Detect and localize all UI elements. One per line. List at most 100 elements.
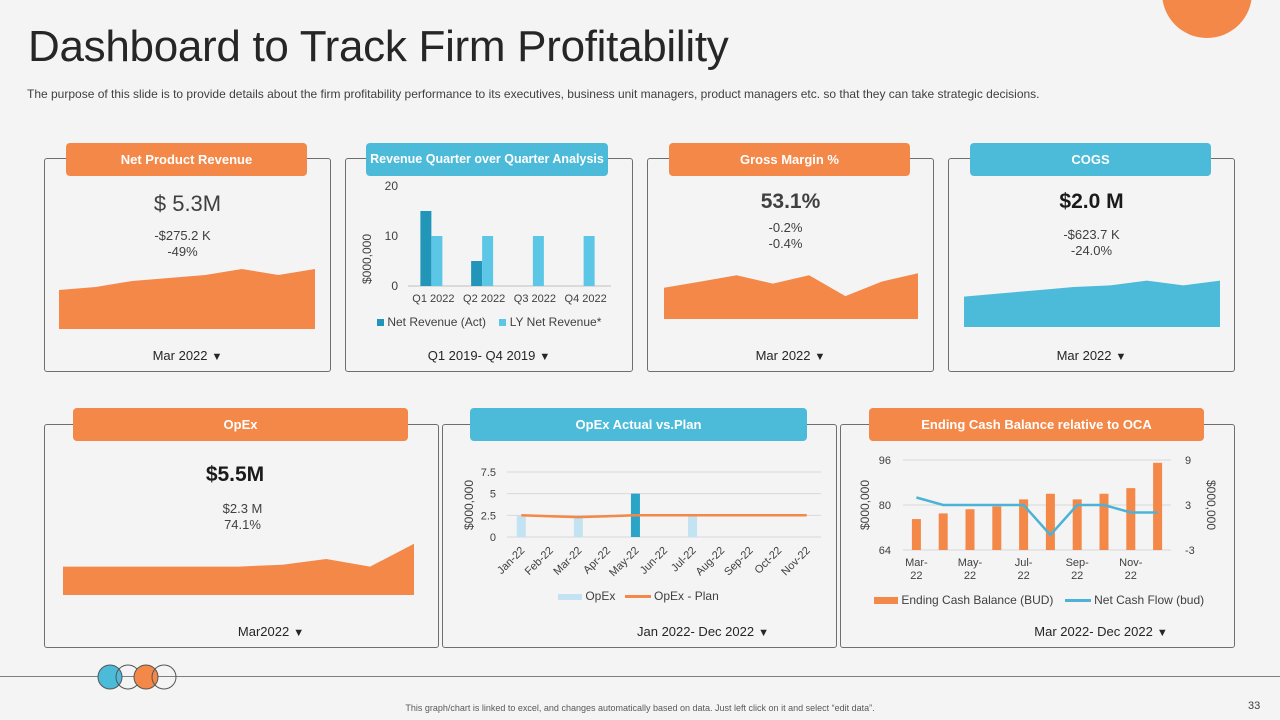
page-subtitle: The purpose of this slide is to provide …	[27, 87, 1040, 101]
x-tick-label: Feb-22	[523, 545, 556, 578]
circle-orange	[133, 664, 159, 690]
net-cash-flow-line	[916, 496, 1158, 537]
opex-plan-period-selector[interactable]: Jan 2022- Dec 2022 ▼	[443, 624, 963, 639]
footer-divider	[0, 676, 1280, 677]
revenue-qoq-period-selector[interactable]: Q1 2019- Q4 2019 ▼	[346, 348, 632, 363]
x-tick-label: 22	[910, 570, 922, 582]
cogs-change-percent: -24.0%	[1070, 243, 1113, 258]
bar-cash-balance	[938, 513, 948, 550]
bar-cash-balance	[992, 506, 1002, 550]
legend-label-opex: OpEx	[585, 589, 616, 603]
bar-cash-balance	[911, 519, 921, 550]
opex-plan-card: $000,000 0 2.5 5 7.5 Jan-22 Feb-22 Mar-22 Apr-…	[442, 424, 837, 648]
cash-balance-ylabel: $000,000	[858, 480, 872, 530]
y2-tick-label: 9	[1185, 455, 1191, 467]
gross-margin-sparkline	[664, 273, 918, 319]
bar-cash-balance	[1045, 493, 1055, 550]
y2-tick-label: 3	[1185, 500, 1191, 512]
legend-label-net-revenue: Net Revenue (Act)	[387, 315, 487, 329]
x-tick-label: May-	[958, 557, 983, 569]
net-revenue-change-amount: -$275.2 K	[154, 228, 211, 243]
cash-balance-period-selector[interactable]: Mar 2022- Dec 2022 ▼	[841, 624, 1280, 639]
dropdown-arrow-icon: ▼	[814, 351, 826, 363]
bar-cash-balance	[1099, 493, 1109, 550]
cogs-area	[964, 280, 1220, 327]
x-tick-label: Q2 2022	[463, 293, 505, 305]
opex-period: Mar2022	[237, 624, 290, 639]
bar-ly-revenue	[583, 236, 595, 286]
gross-margin-change-2: -0.4%	[768, 236, 803, 251]
opex-plan-period: Jan 2022- Dec 2022	[637, 624, 755, 639]
dropdown-arrow-icon: ▼	[1115, 351, 1127, 363]
x-tick-label: Q3 2022	[514, 293, 556, 305]
revenue-qoq-chart: $000,000 0 10 20 Q1 2022 Q2 2022 Q3 2022 Q4 2…	[360, 179, 611, 305]
bar-cash-balance	[1019, 499, 1029, 550]
x-tick-label: 22	[1125, 570, 1137, 582]
y-tick-label: 7.5	[481, 467, 496, 479]
net-revenue-value: $ 5.3M	[153, 191, 222, 216]
net-revenue-period-selector[interactable]: Mar 2022 ▼	[45, 348, 330, 363]
circle-outline-2	[151, 664, 177, 690]
circle-blue	[97, 664, 123, 690]
y2-tick-label: -3	[1185, 545, 1195, 557]
net-revenue-sparkline	[59, 269, 315, 329]
net-revenue-change: -$275.2 K -49%	[45, 228, 320, 260]
y-tick-label: 20	[385, 179, 399, 193]
x-tick-label: Oct-22	[752, 545, 784, 577]
opex-value: $5.5M	[205, 463, 265, 486]
bar-cash-balance	[1153, 462, 1163, 550]
bar-ly-revenue	[532, 236, 544, 286]
legend-swatch-net-cash-flow	[1064, 599, 1091, 603]
x-tick-label: Mar-22	[551, 545, 584, 578]
dropdown-arrow-icon: ▼	[539, 351, 551, 363]
dropdown-arrow-icon: ▼	[211, 351, 223, 363]
x-tick-label: Mar-	[905, 557, 928, 569]
x-tick-label: Q4 2022	[565, 293, 607, 305]
bar-cash-balance	[1126, 488, 1136, 550]
cogs-tab: COGS	[970, 143, 1211, 176]
cogs-change-amount: -$623.7 K	[1063, 227, 1120, 242]
y-tick-label: 64	[879, 545, 891, 557]
x-tick-label: Nov-22	[779, 545, 813, 579]
y-tick-label: 10	[385, 229, 399, 243]
opex-change-percent: 74.1%	[224, 517, 261, 532]
cash-balance-legend: Ending Cash Balance (BUD) Net Cash Flow …	[874, 593, 1204, 607]
cogs-sparkline	[964, 280, 1220, 327]
legend-label-net-cash-flow: Net Cash Flow (bud)	[1094, 593, 1205, 607]
gross-margin-value: 53.1%	[760, 190, 821, 213]
cogs-period-selector[interactable]: Mar 2022 ▼	[949, 348, 1234, 363]
decorative-circles	[97, 664, 177, 690]
revenue-qoq-ylabel: $000,000	[360, 234, 374, 284]
page-number: 33	[1248, 700, 1261, 712]
opex-sparkline	[63, 543, 414, 595]
y-tick-label: 2.5	[481, 510, 496, 522]
opex-period-selector[interactable]: Mar2022 ▼	[45, 624, 497, 639]
opex-tab: OpEx	[73, 408, 408, 441]
x-tick-label: May-22	[607, 545, 641, 579]
bar-opex	[688, 515, 698, 537]
legend-label-opex-plan: OpEx - Plan	[654, 589, 719, 603]
cogs-period: Mar 2022	[1056, 348, 1112, 363]
cash-balance-y2label: $000,000	[1204, 480, 1218, 530]
cash-balance-card: $000,000 $000,000 64 80 96 -3 3 9 Mar- 22 May- 2…	[840, 424, 1235, 648]
opex-plan-chart: $000,000 02.557.5 Jan-22Feb-22Mar-22Apr-…	[462, 467, 821, 579]
cogs-value: $2.0 M	[1059, 190, 1124, 213]
x-tick-label: Q1 2022	[412, 293, 454, 305]
opex-plan-legend: OpEx OpEx - Plan	[558, 589, 719, 603]
page-title: Dashboard to Track Firm Profitability	[28, 22, 729, 71]
gross-margin-period-selector[interactable]: Mar 2022 ▼	[648, 348, 933, 363]
revenue-qoq-tab: Revenue Quarter over Quarter Analysis	[366, 143, 608, 176]
bar-net-revenue	[471, 261, 483, 286]
cash-balance-period: Mar 2022- Dec 2022	[1034, 624, 1153, 639]
net-revenue-tab: Net Product Revenue	[66, 143, 307, 176]
bar-net-revenue	[420, 211, 432, 286]
x-tick-label: Jan-22	[495, 545, 527, 577]
opex-card: $5.5M $2.3 M 74.1% Mar2022 ▼	[44, 424, 439, 648]
legend-swatch-net-revenue	[377, 319, 384, 326]
x-tick-label: 22	[1071, 570, 1083, 582]
bar-ly-revenue	[431, 236, 443, 286]
x-tick-label: 22	[964, 570, 976, 582]
x-tick-label: Jul-	[1015, 557, 1033, 569]
y-tick-label: 0	[391, 279, 398, 293]
